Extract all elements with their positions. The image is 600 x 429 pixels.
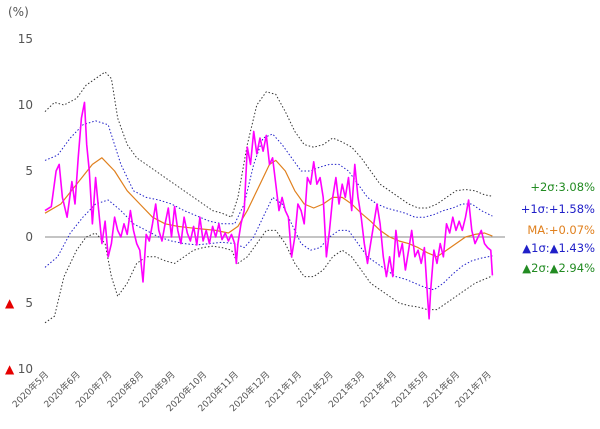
series-line-plus-1sigma [44, 120, 493, 225]
band-annotation-label: MA:+0.07% [527, 223, 595, 237]
series-line-minus-1sigma [44, 196, 493, 291]
negative-marker-icon: ▲ [5, 296, 15, 310]
y-tick-label: 10 [18, 98, 33, 112]
band-annotation-label: ▲2σ:▲2.94% [522, 261, 595, 275]
negative-marker-icon: ▲ [5, 362, 15, 376]
x-axis-ticks: 2020年5月2020年6月2020年7月2020年8月2020年9月2020年… [10, 369, 494, 415]
y-tick-label: 10 [18, 362, 33, 376]
band-annotations: +2σ:3.08% +1σ:+1.58% MA:+0.07% ▲1σ:▲1.43% ▲2… [521, 180, 595, 275]
y-tick-label: 15 [18, 32, 33, 46]
series-line-minus-2sigma [44, 229, 493, 324]
series-line-plus-2sigma [44, 71, 493, 218]
y-tick-label: 0 [25, 230, 33, 244]
series-group [44, 71, 494, 324]
band-annotation-label: +2σ:3.08% [530, 180, 595, 194]
y-tick-label: 5 [25, 296, 33, 310]
band-annotation-label: ▲1σ:▲1.43% [522, 241, 595, 255]
y-tick-label: 5 [25, 164, 33, 178]
series-line-main [44, 101, 494, 320]
y-axis-unit-label: (%) [8, 5, 29, 19]
series-line-ma [44, 157, 493, 258]
band-annotation-label: +1σ:+1.58% [521, 202, 595, 216]
